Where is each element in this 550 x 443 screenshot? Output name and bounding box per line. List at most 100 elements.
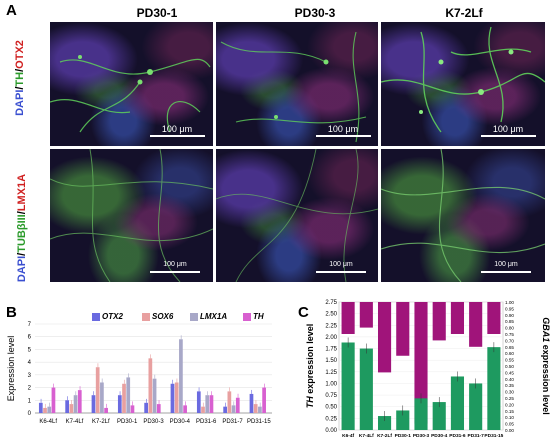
y-right-tick-label: 0.70: [505, 338, 514, 343]
panel-b-chart: 0 1 2 3 4 5 6 7 Expression level K6-4Lf K7-4Lf K7-2…: [6, 322, 272, 425]
row1-stain-label: DAPI/TH/OTX2: [14, 40, 26, 116]
y-left-tick-label: 2.50: [325, 312, 337, 318]
column-title-pd30-3: PD30-3: [294, 6, 336, 20]
y-right-tick-label: 0.85: [505, 319, 514, 324]
scale-label: 100 μm: [329, 261, 353, 268]
bar-th: [341, 342, 355, 430]
x-tick-label: K7-2Lf: [92, 419, 110, 425]
bar-otx2: [223, 406, 227, 413]
x-tick-label: PD30-3: [413, 433, 430, 439]
y-tick-label: 2: [28, 386, 32, 392]
x-tick-label: PD30-1: [117, 419, 138, 425]
micrograph-row1-k7-2lf: 100 μm: [381, 22, 545, 146]
y-right-tick-label: 0.65: [505, 345, 514, 350]
x-tick-label: PD30-1: [395, 433, 412, 439]
bar-gba1: [450, 302, 465, 334]
bar-th: [414, 398, 428, 430]
y-right-tick-label: 0.50: [505, 364, 514, 369]
bar-th: [130, 405, 135, 413]
bar-otx2: [38, 402, 43, 413]
bar-sox6: [148, 358, 153, 413]
x-tick-label: PD30-4: [170, 419, 191, 425]
y-left-tick-label: 1.50: [325, 358, 337, 364]
bar-otx2: [91, 395, 96, 413]
bar-th: [209, 395, 214, 413]
y-left-tick-label: 2.00: [325, 335, 337, 341]
bar-lmx1a: [258, 406, 262, 413]
bar-gba1: [414, 302, 428, 424]
bar-sox6: [253, 404, 258, 413]
y-right-tick-label: 0.75: [505, 332, 514, 337]
scale-label: 100 μm: [327, 124, 359, 134]
y-right-tick-label: 0.00: [505, 428, 514, 433]
bar-th: [156, 404, 161, 413]
bar-th: [183, 405, 187, 413]
panel-b-letter: B: [6, 304, 17, 321]
x-tick-label: PD30-3: [143, 419, 164, 425]
legend-otx2: OTX2: [92, 312, 123, 321]
y-right-tick-label: 0.20: [505, 402, 514, 407]
column-title-k7-2lf: K7-2Lf: [445, 6, 483, 20]
bar-gba1: [359, 302, 373, 328]
x-tick-label: PD31-15: [484, 433, 503, 439]
bar-lmx1a: [126, 377, 131, 413]
y-right-tick-label: 0.80: [505, 326, 514, 331]
bar-otx2: [144, 402, 148, 413]
y-left-tick-label: 1.00: [325, 381, 337, 387]
bar-otx2: [65, 400, 69, 413]
y-right-tick-label: 0.40: [505, 377, 514, 382]
y-left-tick-label: 0.50: [325, 405, 337, 411]
bar-gba1: [396, 302, 410, 356]
micrograph-row2-k7-2lf: 100 μm: [381, 149, 545, 282]
bar-otx2: [196, 391, 201, 413]
bar-gba1: [377, 302, 392, 373]
y-tick-label: 6: [28, 335, 32, 341]
x-tick-label: K6-4Lf: [39, 419, 57, 425]
bar-lmx1a: [73, 395, 78, 413]
y-tick-label: 5: [28, 347, 32, 353]
bar-sox6: [43, 407, 47, 413]
bar-gba1: [487, 302, 501, 334]
legend-lmx1a: LMX1A: [190, 312, 227, 321]
bar-th: [262, 387, 266, 413]
bar-th: [104, 407, 108, 413]
bar-th: [377, 416, 392, 430]
scale-label: 100 μm: [494, 261, 518, 268]
row2-stain-label: DAPI/TUBβIII/LMX1A: [16, 173, 28, 283]
x-tick-label: PD31-6: [196, 419, 217, 425]
y-right-tick-label: 0.05: [505, 422, 514, 427]
bar-lmx1a: [179, 339, 183, 413]
legend-th: TH: [243, 312, 264, 321]
x-tick-label: PD30-4: [431, 433, 448, 439]
x-tick-label: PD31-7: [468, 433, 485, 439]
y-right-tick-label: 0.60: [505, 351, 514, 356]
y-left-tick-label: 0.00: [325, 428, 337, 434]
panel-c-letter: C: [298, 304, 309, 321]
micrograph-row2-pd30-3: 100 μm: [216, 149, 378, 282]
y-left-tick-label: 0.25: [325, 416, 337, 422]
y-right-tick-label: 0.95: [505, 306, 514, 311]
bar-th: [396, 410, 410, 430]
y-right-tick-label: 1.00: [505, 300, 514, 305]
y-tick-label: 1: [28, 398, 32, 404]
x-tick-label: K7-4Lf: [359, 433, 374, 439]
y-left-tick-label: 2.75: [325, 300, 337, 306]
bar-th: [432, 402, 446, 430]
scale-label: 100 μm: [492, 124, 524, 134]
y-tick-label: 7: [28, 322, 32, 328]
y-right-tick-label: 0.90: [505, 313, 514, 318]
bar-otx2: [117, 395, 122, 413]
micrograph-row2-pd30-1: 100 μm: [50, 149, 213, 282]
bar-th: [235, 397, 240, 413]
y-tick-label: 0: [28, 411, 32, 417]
bar-otx2: [170, 383, 175, 413]
bar-gba1: [432, 302, 446, 341]
y-axis-label: Expression level: [6, 336, 16, 402]
y-right-tick-label: 0.15: [505, 409, 514, 414]
y-right-axis-label: GBA1 expression level: [541, 317, 550, 415]
y-right-tick-label: 0.55: [505, 358, 514, 363]
y-right-tick-label: 0.25: [505, 396, 514, 401]
bar-th: [77, 390, 82, 413]
y-right-tick-label: 0.35: [505, 383, 514, 388]
bar-lmx1a: [152, 378, 157, 413]
